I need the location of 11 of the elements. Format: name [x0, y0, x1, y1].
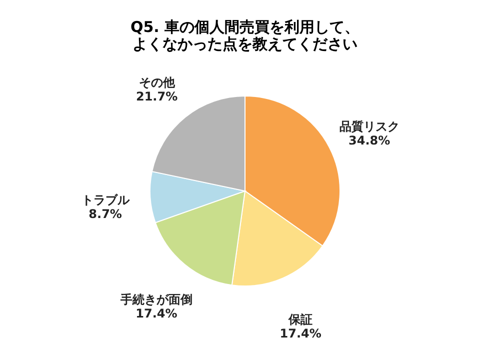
data-label: 21.7%: [136, 89, 178, 104]
slice-label: トラブル: [81, 193, 130, 208]
data-label: 17.4%: [280, 326, 322, 340]
slice-label: その他: [138, 75, 176, 90]
slice-label: 保証: [288, 312, 313, 326]
slice-label: 品質リスク: [339, 120, 400, 134]
data-label: 8.7%: [88, 207, 122, 222]
slice-label: 手続きが面倒: [119, 292, 192, 306]
chart-title: Q5. 車の個人間売買を利用して、よくなかった点を教えてください: [130, 18, 360, 53]
data-label: 34.8%: [348, 134, 390, 148]
data-label: 17.4%: [136, 306, 178, 320]
